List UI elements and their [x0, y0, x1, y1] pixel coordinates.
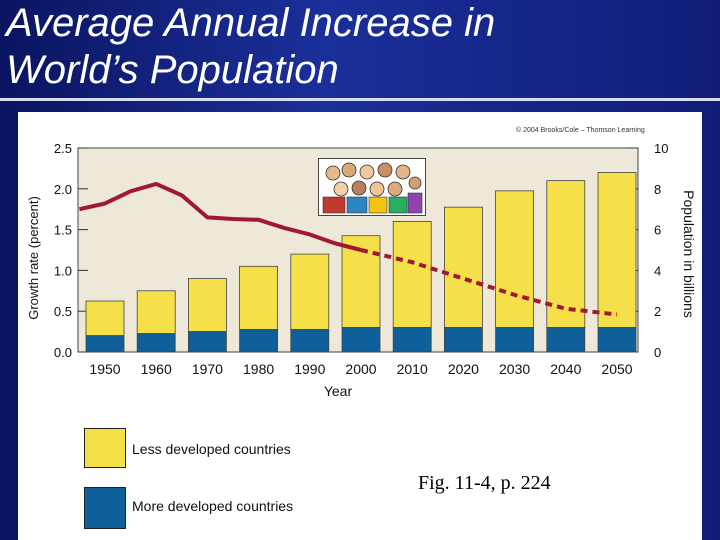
people-illustration	[318, 158, 426, 216]
x-tick-label: 2020	[448, 361, 479, 377]
bar-more-developed	[546, 327, 586, 353]
slide-title-line-1: Average Annual Increase in	[6, 1, 496, 45]
x-tick-label: 1990	[294, 361, 325, 377]
bar-less-developed	[392, 221, 432, 328]
bar-less-developed	[443, 206, 483, 328]
bar-less-developed	[290, 253, 330, 330]
right-tick-label: 2	[654, 304, 661, 319]
left-tick-label: 2.5	[54, 141, 72, 156]
bar-more-developed	[136, 333, 176, 353]
copyright-notice: © 2004 Brooks/Cole – Thomson Learning	[516, 127, 645, 134]
legend-label-less-developed: Less developed countries	[132, 441, 291, 457]
bar-less-developed	[85, 300, 125, 337]
legend-swatch-less-developed	[84, 428, 126, 468]
bar-more-developed	[85, 335, 125, 353]
bar-more-developed	[597, 327, 637, 353]
left-tick-label: 0.5	[54, 304, 72, 319]
x-tick-label: 2030	[499, 361, 530, 377]
x-tick-label: 2010	[397, 361, 428, 377]
crowd-image	[322, 162, 423, 214]
bar-more-developed	[341, 327, 381, 353]
bar-more-developed	[495, 327, 535, 353]
right-tick-label: 10	[654, 141, 668, 156]
right-tick-label: 8	[654, 182, 661, 197]
bar-less-developed	[546, 180, 586, 328]
x-tick-label: 1970	[192, 361, 223, 377]
bar-more-developed	[290, 329, 330, 353]
bar-less-developed	[187, 278, 227, 332]
bar-less-developed	[495, 190, 535, 328]
x-tick-label: 1980	[243, 361, 274, 377]
x-axis-label: Year	[324, 383, 353, 399]
right-tick-label: 0	[654, 345, 661, 360]
figure-caption: Fig. 11-4, p. 224	[418, 472, 551, 494]
growth-rate-projection-line	[360, 248, 618, 317]
bar-less-developed	[239, 265, 279, 330]
x-tick-label: 2000	[345, 361, 376, 377]
left-tick-label: 0.0	[54, 345, 72, 360]
bar-more-developed	[443, 327, 483, 353]
bar-more-developed	[187, 331, 227, 353]
right-tick-label: 6	[654, 223, 661, 238]
x-tick-label: 2050	[601, 361, 632, 377]
right-tick-label: 4	[654, 263, 661, 278]
slide-title: Average Annual Increase in World’s Popul…	[6, 0, 706, 94]
x-tick-label: 1950	[89, 361, 120, 377]
title-divider	[0, 98, 720, 101]
bar-less-developed	[136, 290, 176, 335]
bar-less-developed	[597, 172, 637, 328]
left-axis-label: Growth rate (percent)	[26, 196, 41, 320]
legend-label-more-developed: More developed countries	[132, 498, 294, 514]
bar-more-developed	[392, 327, 432, 353]
bar-more-developed	[239, 329, 279, 353]
left-tick-label: 1.5	[54, 223, 72, 238]
legend-swatch-more-developed	[84, 487, 126, 529]
x-tick-label: 2040	[550, 361, 581, 377]
x-tick-label: 1960	[141, 361, 172, 377]
left-tick-label: 1.0	[54, 263, 72, 278]
slide-title-line-2: World’s Population	[6, 48, 339, 92]
left-tick-label: 2.0	[54, 182, 72, 197]
right-axis-label: Population in billions	[681, 190, 697, 318]
crowd-icon	[322, 162, 423, 214]
growth-rate-line	[78, 181, 362, 252]
